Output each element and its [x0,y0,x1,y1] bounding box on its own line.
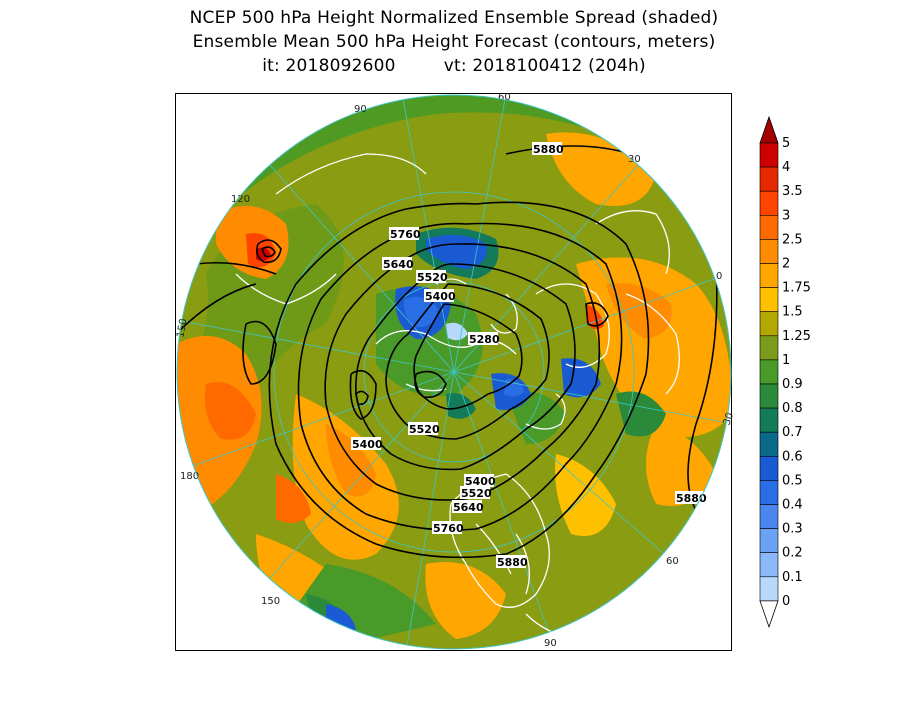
colorbar-tick-label: 1 [782,353,790,368]
longitude-label: 30 [628,154,641,165]
longitude-label: 90 [354,104,367,115]
longitude-label: 0 [716,271,722,282]
contour-label: 5400 [425,290,456,303]
colorbar-swatch [759,504,779,529]
colorbar-swatch [759,190,779,216]
colorbar-tick-label: 0.6 [782,449,803,464]
contour-label: 5400 [352,438,383,451]
colorbar-top-arrow [759,115,779,144]
colorbar-tick-label: 1.25 [782,329,811,344]
contour-label: 5520 [461,487,492,500]
contour-label: 5520 [409,423,440,436]
longitude-label: 90 [544,638,557,649]
longitude-label: 60 [498,94,511,103]
contour-label: 5880 [497,556,528,569]
colorbar-tick-label: 0 [782,594,790,609]
colorbar-swatch [759,142,779,168]
valid-time-label: vt: 2018100412 (204h) [443,56,646,76]
colorbar-swatch [759,431,779,457]
map-boundary-circle [176,94,732,650]
colorbar-swatch [759,215,779,240]
colorbar-swatch [759,407,779,433]
colorbar-tick-label: 2 [782,257,790,272]
colorbar-swatch [759,576,779,602]
map-title-line-3: it: 2018092600 vt: 2018100412 (204h) [0,54,908,78]
colorbar-swatch [759,287,779,313]
colorbar-tick-label: 1.5 [782,305,803,320]
contour-label: 5760 [433,522,464,535]
colorbar-tick-label: 3.5 [782,184,803,199]
colorbar-tick-label: 5 [782,136,790,151]
colorbar-tick-label: 0.2 [782,546,803,561]
colorbar-tick-label: 0.4 [782,498,803,513]
longitude-label: 150 [261,596,280,607]
map-title-line-2: Ensemble Mean 500 hPa Height Forecast (c… [192,32,716,52]
colorbar-tick-label: 4 [782,160,790,175]
map-title-block: NCEP 500 hPa Height Normalized Ensemble … [0,6,908,78]
map-title-line-1: NCEP 500 hPa Height Normalized Ensemble … [189,8,719,28]
colorbar-swatch [759,528,779,553]
contour-label: 5640 [383,258,414,271]
colorbar-swatch [759,552,779,578]
colorbar-swatch [759,311,779,337]
colorbar-tick-label: 2.5 [782,232,803,247]
colorbar-swatch [759,383,779,409]
contour-label: 5880 [533,143,564,156]
colorbar-tick-label: 0.1 [782,570,803,585]
contour-label: 5760 [390,228,421,241]
longitude-label: 180 [180,471,199,482]
contour-label: 5280 [469,333,500,346]
graticule-lines [177,95,731,649]
colorbar-swatch [759,263,779,288]
colorbar-tick-label: 1.75 [782,281,811,296]
init-time-label: it: 2018092600 [262,56,396,76]
colorbar-bottom-arrow [759,600,779,629]
contour-label-group: 5880 5760 5640 5520 5400 5280 5400 5520 … [351,142,707,569]
colorbar-tick-label: 3 [782,208,790,223]
polar-stereographic-map: 5880 5760 5640 5520 5400 5280 5400 5520 … [176,94,733,650]
contour-label: 5640 [453,501,484,514]
colorbar-tick-label: 0.8 [782,401,803,416]
contour-label: 5400 [465,475,496,488]
colorbar-swatch [759,166,779,192]
colorbar-swatch [759,480,779,505]
longitude-label: 120 [231,194,250,205]
map-frame: 5880 5760 5640 5520 5400 5280 5400 5520 … [175,93,733,651]
colorbar-tick-label: 0.5 [782,473,803,488]
colorbar-tick-label: 0.7 [782,425,803,440]
colorbar-swatch [759,239,779,264]
colorbar-swatch [759,335,779,361]
colorbar-tick-label: 0.9 [782,377,803,392]
colorbar-swatch [759,359,779,385]
contour-label: 5520 [417,271,448,284]
colorbar-swatch [759,455,779,481]
colorbar-tick-label: 0.3 [782,522,803,537]
longitude-label: 60 [666,556,679,567]
